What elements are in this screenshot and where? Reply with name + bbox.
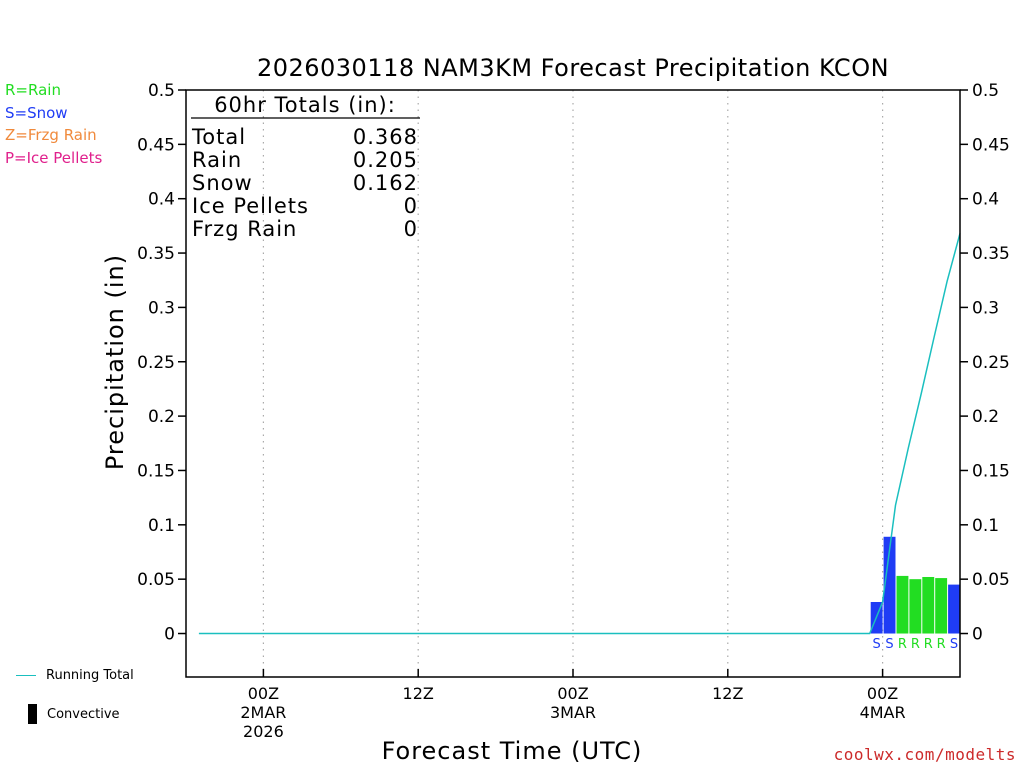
legend-label: Convective — [47, 706, 120, 722]
bar-type-label-6: S — [950, 637, 958, 652]
totals-label-1: Rain — [192, 148, 242, 172]
y-tick-label-left-9: 0.45 — [137, 135, 175, 155]
precip-bar-6 — [948, 584, 960, 634]
totals-value-2: 0.162 — [353, 171, 418, 195]
y-tick-label-left-7: 0.35 — [137, 244, 175, 264]
precip-bar-2 — [896, 575, 909, 634]
legend-type-z: Z=Frzg Rain — [5, 126, 97, 144]
x-tick-label-0-1: 2MAR — [240, 703, 286, 722]
y-tick-label-left-4: 0.2 — [148, 407, 175, 427]
totals-label-4: Frzg Rain — [192, 217, 297, 241]
x-tick-label-4-0: 00Z — [867, 684, 898, 703]
totals-label-3: Ice Pellets — [192, 194, 309, 218]
y-tick-label-right-6: 0.3 — [972, 298, 999, 318]
totals-label-0: Total — [191, 125, 246, 149]
convective-swatch — [28, 704, 37, 724]
bar-type-label-5: R — [937, 637, 946, 652]
chart-title: 2026030118 NAM3KM Forecast Precipitation… — [257, 54, 889, 82]
x-tick-label-4-1: 4MAR — [860, 703, 906, 722]
y-tick-label-right-10: 0.5 — [972, 81, 999, 101]
x-tick-label-3-0: 12Z — [712, 684, 743, 703]
totals-value-4: 0 — [404, 217, 418, 241]
y-tick-label-right-2: 0.1 — [972, 516, 999, 536]
precip-bar-3 — [909, 579, 922, 634]
totals-value-1: 0.205 — [353, 148, 418, 172]
y-tick-label-left-8: 0.4 — [148, 190, 175, 210]
precip-bar-5 — [935, 578, 948, 634]
bar-type-label-1: S — [885, 637, 893, 652]
running-total-swatch — [16, 675, 36, 676]
bar-type-label-0: S — [873, 637, 881, 652]
y-tick-label-left-3: 0.15 — [137, 461, 175, 481]
precip-bar-4 — [922, 576, 935, 634]
running-total-line — [198, 233, 961, 635]
y-tick-label-left-5: 0.25 — [137, 353, 175, 373]
x-tick-label-2-1: 3MAR — [550, 703, 596, 722]
plot-area: S S R R R R S0 00.05 0.050.1 0.10.15 0.150.2 0.20.2… — [137, 81, 1010, 741]
bar-type-label-4: R — [924, 637, 933, 652]
y-tick-label-right-8: 0.4 — [972, 190, 999, 210]
y-tick-label-left-6: 0.3 — [148, 298, 175, 318]
y-tick-label-right-9: 0.45 — [972, 135, 1010, 155]
legend-running-total: Running Total — [16, 668, 134, 683]
legend-convective: Convective — [16, 704, 120, 724]
y-tick-label-right-0: 0 — [972, 625, 983, 645]
y-tick-label-left-0: 0 — [164, 625, 175, 645]
credit-text: coolwx.com/modelts — [833, 745, 1016, 764]
legend-type-s: S=Snow — [5, 103, 68, 122]
y-tick-label-right-3: 0.15 — [972, 461, 1010, 481]
x-tick-label-1-0: 12Z — [403, 684, 434, 703]
y-axis-label: Precipitation (in) — [101, 254, 129, 470]
y-tick-label-left-1: 0.05 — [137, 570, 175, 590]
legend-type-p: P=Ice Pellets — [5, 148, 103, 167]
precip-bar-1 — [883, 536, 896, 634]
totals-value-3: 0 — [404, 194, 418, 218]
y-tick-label-right-4: 0.2 — [972, 407, 999, 427]
x-tick-label-2-0: 00Z — [557, 684, 588, 703]
totals-value-0: 0.368 — [353, 125, 418, 149]
bar-type-label-2: R — [898, 637, 907, 652]
totals-heading: 60hr Totals (in): — [214, 93, 396, 117]
y-tick-label-left-2: 0.1 — [148, 516, 175, 536]
totals-label-2: Snow — [192, 171, 253, 195]
y-tick-label-right-7: 0.35 — [972, 244, 1010, 264]
x-tick-label-0-0: 00Z — [248, 684, 279, 703]
x-tick-label-0-2: 2026 — [243, 722, 284, 741]
y-tick-label-right-5: 0.25 — [972, 353, 1010, 373]
legend-label: Running Total — [46, 668, 134, 683]
y-tick-label-left-10: 0.5 — [148, 81, 175, 101]
legend-type-r: R=Rain — [5, 81, 61, 99]
y-tick-label-right-1: 0.05 — [972, 570, 1010, 590]
bar-type-label-3: R — [911, 637, 920, 652]
x-axis-label: Forecast Time (UTC) — [382, 737, 643, 765]
